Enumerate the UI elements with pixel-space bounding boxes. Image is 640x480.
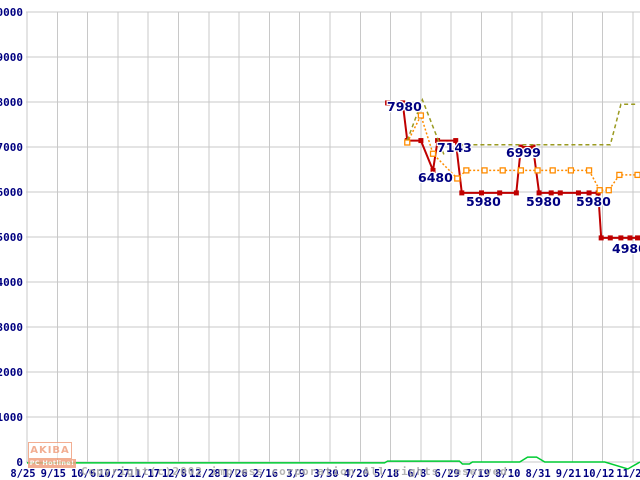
data-point-marker bbox=[598, 235, 604, 241]
x-tick-label: 12/28 bbox=[189, 468, 221, 480]
x-tick-label: 9/21 bbox=[556, 468, 581, 480]
data-point-marker bbox=[481, 167, 488, 174]
data-point-marker bbox=[605, 187, 612, 194]
y-tick-label: 5000 bbox=[0, 231, 23, 244]
logo-akiba-text: AKIBA bbox=[28, 442, 72, 459]
data-point-marker bbox=[548, 190, 554, 196]
x-tick-label: 8/31 bbox=[525, 468, 550, 480]
data-point-marker bbox=[430, 167, 436, 173]
data-point-marker bbox=[618, 235, 624, 241]
data-point-marker bbox=[435, 138, 441, 144]
data-point-marker bbox=[567, 167, 575, 174]
data-point-marker bbox=[454, 175, 461, 182]
data-point-marker bbox=[459, 190, 465, 196]
x-tick-label: 1/26 bbox=[222, 468, 247, 480]
x-tick-label: 11/2 bbox=[616, 468, 640, 480]
akiba-pc-hotline-logo: AKIBA PC Hotline! bbox=[28, 442, 77, 468]
point-value-labels: 7980 6480 7143 5980 6999 5980 5980 4980 bbox=[386, 98, 640, 258]
data-point-marker bbox=[549, 167, 556, 174]
price-label: 7143 bbox=[437, 140, 472, 155]
data-point-marker bbox=[418, 138, 424, 144]
data-point-marker bbox=[497, 190, 503, 196]
data-point-marker bbox=[627, 235, 633, 241]
price-label: 5980 bbox=[466, 194, 501, 209]
logo-pc-hotline-text: PC Hotline! bbox=[28, 459, 76, 468]
series-shops-green-baseline bbox=[27, 456, 640, 470]
copyright-line1: Copyright(c)2002 impress corporation All… bbox=[81, 465, 516, 478]
price-label: 4980 bbox=[612, 241, 640, 256]
data-point-marker bbox=[557, 190, 563, 196]
price-label: 6999 bbox=[506, 145, 541, 160]
x-tick-label: 8/25 bbox=[10, 468, 35, 480]
x-tick-label: 12/8 bbox=[162, 468, 187, 480]
copyright-text: Copyright(c)2002 impress corporation All… bbox=[81, 441, 640, 480]
data-point-marker bbox=[585, 167, 593, 174]
data-point-marker bbox=[536, 190, 542, 196]
data-point-marker bbox=[635, 235, 640, 241]
y-tick-label: 3000 bbox=[0, 321, 23, 334]
data-point-marker bbox=[499, 167, 506, 174]
data-point-marker bbox=[479, 190, 484, 196]
x-tick-label: 6/29 bbox=[435, 468, 460, 480]
data-point-marker bbox=[634, 171, 640, 179]
x-tick-label: 3/9 bbox=[286, 468, 305, 480]
data-point-marker bbox=[517, 167, 525, 174]
x-tick-label: 9/15 bbox=[41, 468, 66, 480]
data-point-marker bbox=[385, 100, 391, 106]
series-price-orange-dashed bbox=[404, 112, 640, 194]
data-point-marker bbox=[575, 190, 581, 196]
data-point-marker bbox=[534, 167, 541, 174]
series-price-olive-dashed bbox=[406, 97, 638, 155]
x-tick-label: 2/16 bbox=[253, 468, 278, 480]
series-line bbox=[406, 113, 638, 191]
series-line bbox=[406, 97, 638, 155]
x-tick-label: 4/20 bbox=[344, 468, 369, 480]
y-tick-label: 6000 bbox=[0, 186, 23, 199]
x-tick-label: 10/6 bbox=[71, 468, 96, 480]
x-tick-label: 5/18 bbox=[374, 468, 399, 480]
data-point-marker bbox=[417, 112, 425, 119]
data-point-marker bbox=[616, 171, 623, 179]
data-point-marker bbox=[400, 100, 406, 106]
price-label: 7980 bbox=[387, 99, 422, 114]
x-tick-label: 10/27 bbox=[98, 468, 130, 480]
data-point-marker bbox=[586, 190, 592, 196]
y-tick-label: 1000 bbox=[0, 411, 23, 424]
y-tick-label: 8000 bbox=[0, 96, 23, 109]
price-label: 6480 bbox=[418, 170, 453, 185]
data-point-marker bbox=[404, 139, 411, 146]
y-tick-label: 10000 bbox=[0, 6, 23, 19]
x-tick-label: 11/17 bbox=[128, 468, 160, 480]
data-point-marker bbox=[596, 187, 603, 194]
data-point-marker bbox=[607, 235, 613, 241]
y-tick-label: 7000 bbox=[0, 141, 23, 154]
x-tick-label: 10/12 bbox=[583, 468, 615, 480]
gridlines bbox=[26, 11, 640, 463]
series-line bbox=[27, 456, 640, 470]
y-tick-label: 9000 bbox=[0, 51, 23, 64]
y-tick-label: 0 bbox=[16, 456, 23, 469]
price-label: 5980 bbox=[576, 194, 611, 209]
x-tick-label: 8/10 bbox=[495, 468, 520, 480]
data-point-marker bbox=[453, 138, 459, 144]
data-point-marker bbox=[463, 167, 470, 174]
x-tick-label: 6/8 bbox=[407, 468, 426, 480]
x-tick-label: 3/30 bbox=[313, 468, 338, 480]
x-tick-label: 7/19 bbox=[465, 468, 490, 480]
y-axis-labels: 0 1000 2000 3000 4000 5000 6000 7000 8000 9000 100… bbox=[0, 6, 23, 469]
data-point-marker bbox=[429, 150, 437, 157]
price-label: 5980 bbox=[526, 194, 561, 209]
y-tick-label: 4000 bbox=[0, 276, 23, 289]
data-point-marker bbox=[513, 190, 519, 196]
y-tick-label: 2000 bbox=[0, 366, 23, 379]
data-point-marker bbox=[518, 144, 524, 150]
data-point-marker bbox=[530, 144, 536, 150]
